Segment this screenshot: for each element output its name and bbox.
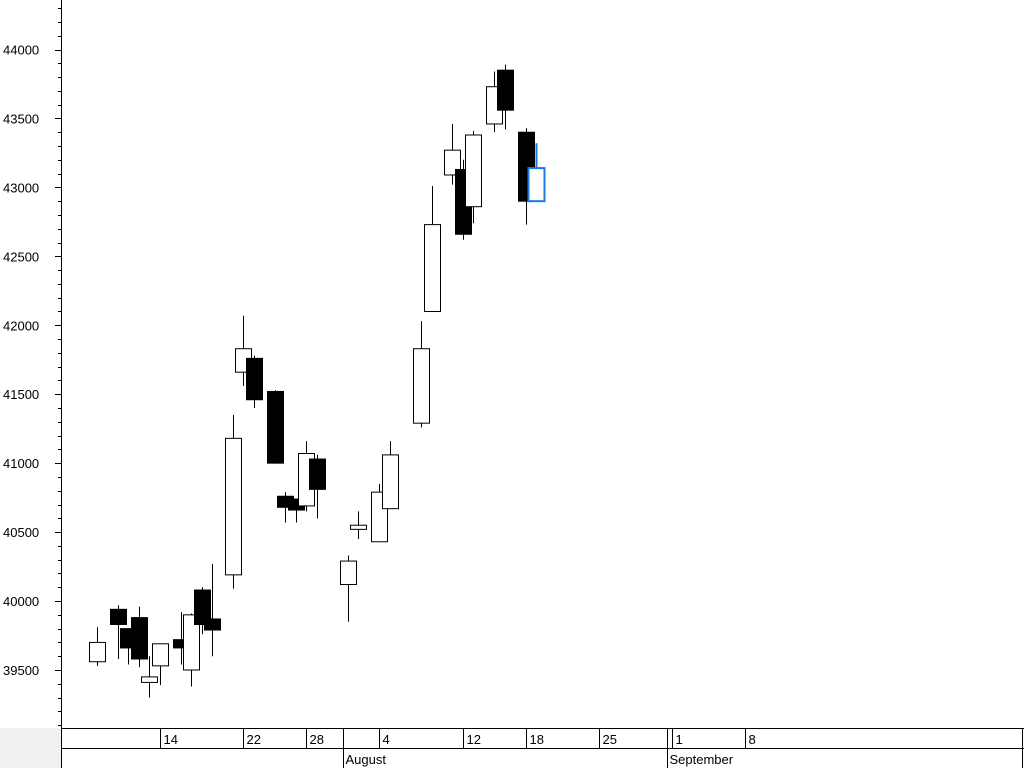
candle-body [444,149,461,176]
candle-down [131,606,148,668]
x-tick-label: 4 [383,732,390,747]
y-tick-label: 40500 [3,525,39,540]
candle-body [267,390,284,464]
candle-up [413,321,430,428]
x-tick-label: 14 [164,732,178,747]
candle-body [413,348,430,424]
candle-up [89,627,106,666]
y-tick-label: 43500 [3,111,39,126]
candle-down [309,454,326,519]
candle-body [131,617,148,660]
candle-body [246,357,263,401]
month-label: August [346,752,387,767]
candle-body [225,437,242,576]
candles [89,64,546,698]
x-tick-label: 22 [247,732,261,747]
candle-body [382,454,399,510]
candle-body [183,614,200,671]
y-tick-label: 39500 [3,663,39,678]
candle-body [152,643,169,667]
candle-up [340,555,357,622]
candle-body [527,167,546,203]
candle-down [497,64,514,130]
candle-down [246,355,263,409]
candle-up [350,511,367,540]
month-label: September [670,752,734,767]
candle-up [183,613,200,687]
candle-body [424,224,441,312]
candle-body [141,676,158,683]
candle-up [141,656,158,698]
candle-up [465,130,482,224]
x-tick-label: 18 [530,732,544,747]
y-tick-label: 40000 [3,594,39,609]
candle-up [152,643,169,686]
x-tick-label: 8 [749,732,756,747]
candle-body [110,608,127,625]
candle-body [89,641,106,663]
x-tick-label: 25 [603,732,617,747]
candle-up [444,123,461,185]
y-tick-label: 42000 [3,318,39,333]
candle-down [194,587,211,635]
y-tick-label: 41500 [3,387,39,402]
candle-body [497,69,514,111]
candle-body [340,560,357,586]
candle-down [204,563,221,657]
y-tick-label: 44000 [3,43,39,58]
candle-body [309,458,326,490]
x-tick-label: 28 [310,732,324,747]
candle-up [225,414,242,589]
candle-body [194,589,211,625]
candle-down [267,390,284,464]
candle-body [350,524,367,530]
y-axis: 39500 40000 40500 41000 41500 42000 42500 43000… [3,0,62,768]
live-candle [527,143,546,203]
x-tick-label: 12 [467,732,481,747]
candle-down [110,605,127,659]
candle-body [204,618,221,631]
candle-up [382,441,399,510]
candle-body [465,134,482,208]
y-tick-label: 41000 [3,456,39,471]
y-tick-label: 42500 [3,249,39,264]
axis-corner-gutter [0,728,61,768]
y-tick-label: 43000 [3,180,39,195]
candle-up [424,186,441,312]
x-tick-label: 1 [676,732,683,747]
